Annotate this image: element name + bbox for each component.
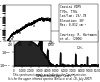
Text: C₂H₆: C₂H₆ — [75, 46, 84, 53]
Text: This spectrum is made available by the Cassini mission.
It is for the upper infr: This spectrum is made available by the C… — [8, 73, 92, 81]
X-axis label: Wavenumber (cm⁻¹): Wavenumber (cm⁻¹) — [36, 74, 76, 78]
Text: CH₄: CH₄ — [40, 32, 47, 39]
Text: C₂H₆: C₂H₆ — [47, 41, 56, 49]
Text: Cassini VIMS
T70v, T70i
lat/lon: 29/-78
Elevation: 30°
Res: 0.012 cm⁻¹

Courtesy: Cassini VIMS T70v, T70i lat/lon: 29/-78 … — [60, 5, 97, 41]
Text: CH₄: CH₄ — [25, 36, 32, 43]
Text: C₂H₂: C₂H₂ — [41, 31, 50, 38]
